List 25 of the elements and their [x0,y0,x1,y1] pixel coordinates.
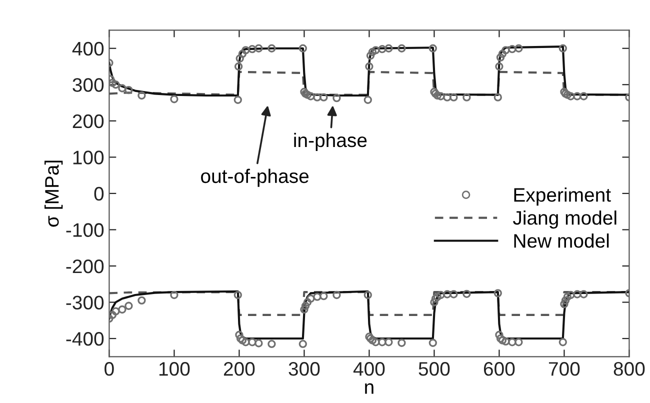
x-tick-label: 100 [159,362,190,376]
x-axis-title: n [365,383,374,394]
legend-label: New model [514,233,609,248]
y-tick-label: 300 [72,78,104,92]
x-tick-label: 200 [224,362,255,376]
legend-label: Jiang model [513,210,616,229]
annotation: in-phase [294,132,367,152]
x-tick-label: 0 [104,362,114,376]
x-tick-label: 700 [548,362,580,376]
y-tick-label: 0 [94,186,104,201]
legend-label: Experiment [514,188,611,206]
x-tick-label: 600 [484,362,515,376]
x-tick-label: 300 [288,362,320,376]
y-axis-title: σ [MPa] [44,160,63,227]
y-tick-label: 200 [72,114,104,128]
y-tick-label: -200 [66,259,104,274]
x-tick-label: 400 [353,362,385,376]
y-tick-label: -100 [66,223,104,237]
y-tick-label: 400 [72,42,104,56]
annotation: out-of-phase [201,168,309,187]
y-tick-label: -400 [66,332,104,346]
y-tick-label: 100 [73,150,104,164]
y-tick-label: -300 [66,296,104,310]
x-tick-label: 800 [614,362,645,376]
x-tick-label: 500 [418,362,450,376]
